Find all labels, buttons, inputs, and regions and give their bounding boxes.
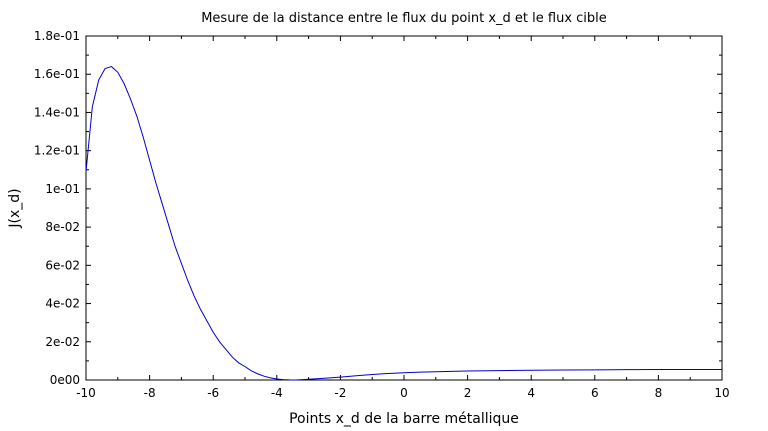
y-tick-label: 2e-02 — [45, 335, 80, 349]
x-tick-label: 2 — [464, 386, 472, 400]
x-axis: -10 -8 -6 -4 -2 0 2 4 6 8 10 — [76, 36, 730, 400]
chart-title: Mesure de la distance entre le flux du p… — [201, 11, 607, 26]
x-tick-label: 10 — [714, 386, 729, 400]
x-tick-label: -10 — [76, 386, 96, 400]
x-tick-label: 4 — [527, 386, 535, 400]
y-tick-label: 1.8e-01 — [34, 29, 80, 43]
series-line — [85, 66, 722, 381]
x-tick-label: 0 — [400, 386, 408, 400]
x-tick-label: -4 — [271, 386, 283, 400]
y-axis-label: J(x_d) — [7, 188, 23, 228]
y-tick-label: 6e-02 — [45, 258, 80, 272]
y-tick-label: 1.4e-01 — [34, 105, 80, 119]
x-tick-label: -6 — [207, 386, 219, 400]
plot-frame — [85, 35, 723, 381]
y-tick-label: 1.2e-01 — [34, 144, 80, 158]
y-tick-label: 1.6e-01 — [34, 67, 80, 81]
y-tick-label: 0e00 — [50, 373, 80, 387]
x-tick-label: 8 — [655, 386, 663, 400]
x-axis-label: Points x_d de la barre métallique — [289, 411, 519, 427]
y-tick-label: 1e-01 — [45, 182, 80, 196]
x-tick-label: 6 — [591, 386, 599, 400]
x-tick-label: -2 — [334, 386, 346, 400]
y-tick-label: 8e-02 — [45, 220, 80, 234]
x-tick-label: -8 — [144, 386, 156, 400]
y-axis: 0e00 2e-02 4e-02 6e-02 8e-02 1e-01 1.2e-01 1.4e… — [34, 29, 722, 387]
y-tick-label: 4e-02 — [45, 297, 80, 311]
